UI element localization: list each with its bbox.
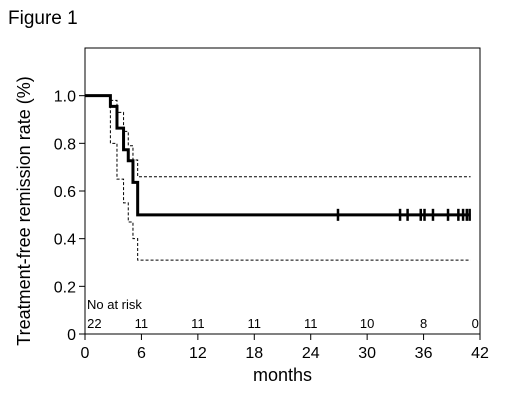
- upper-ci-curve: [85, 95, 471, 178]
- y-tick-label: 0.8: [54, 136, 76, 153]
- at-risk-count: 10: [360, 316, 374, 331]
- at-risk-count: 22: [87, 316, 101, 331]
- x-tick-label: 6: [137, 345, 146, 362]
- y-tick-label: 0.2: [54, 279, 76, 296]
- figure-title: Figure 1: [8, 8, 78, 29]
- y-tick-label: 0.6: [54, 184, 76, 201]
- lower-ci-curve: [85, 95, 471, 261]
- x-tick-label: 18: [245, 345, 263, 362]
- x-tick-label: 30: [358, 345, 376, 362]
- at-risk-count: 11: [191, 316, 205, 331]
- plot-lines: [85, 94, 471, 261]
- survival-curve: [85, 94, 471, 217]
- plot-frame: [84, 47, 481, 335]
- x-tick-label: 24: [302, 345, 320, 362]
- x-tick-label: 12: [189, 345, 207, 362]
- axes: 0 0.2 0.4 0.6 0.8 1.0 0 6 12 18 24 30 36 42: [54, 47, 489, 362]
- y-tick-label: 0.4: [54, 232, 76, 249]
- at-risk-title: No at risk: [87, 297, 142, 312]
- at-risk-count: 11: [135, 316, 149, 331]
- x-tick-label: 42: [471, 345, 489, 362]
- x-axis-label: months: [253, 365, 312, 385]
- y-axis-label: Treatment-free remission rate (%): [14, 76, 34, 345]
- y-tick-label: 1.0: [54, 89, 76, 106]
- at-risk-count: 8: [420, 316, 427, 331]
- at-risk-count: 11: [248, 316, 262, 331]
- at-risk-count: 11: [304, 316, 318, 331]
- at-risk-count: 0: [472, 316, 479, 331]
- at-risk-table: No at risk 22 11 11 11 11 10 8 0: [87, 297, 479, 331]
- y-tick-label: 0: [67, 327, 76, 344]
- x-tick-label: 0: [81, 345, 90, 362]
- x-tick-label: 36: [415, 345, 433, 362]
